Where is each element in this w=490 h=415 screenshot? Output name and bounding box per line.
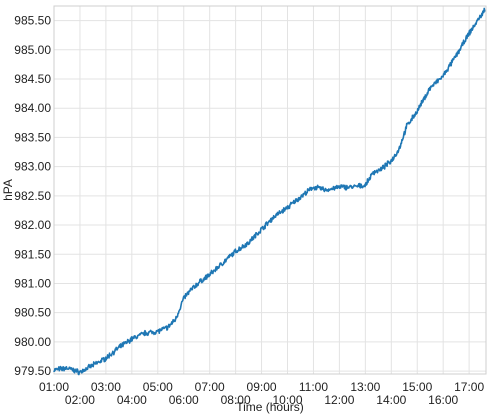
y-tick-label: 985.50 xyxy=(14,14,51,28)
y-tick-label: 979.50 xyxy=(14,364,51,378)
pressure-series-line xyxy=(53,7,486,376)
x-tick-label: 11:00 xyxy=(299,380,328,394)
x-tick-label: 07:00 xyxy=(195,380,225,394)
y-tick-label: 985.00 xyxy=(14,43,51,57)
x-tick-label: 01:00 xyxy=(39,380,69,394)
y-tick-label: 984.50 xyxy=(14,72,51,86)
x-tick-label: 17:00 xyxy=(454,380,484,394)
x-tick-label: 02:00 xyxy=(65,393,95,407)
y-axis-title: hPA xyxy=(1,179,15,201)
x-tick-label: 03:00 xyxy=(91,380,121,394)
x-axis-ticks: 01:0002:0003:0004:0005:0006:0007:0008:00… xyxy=(39,380,484,407)
x-tick-label: 10:00 xyxy=(272,393,302,407)
y-axis-ticks: 979.50 980.00 980.50 981.00 981.50 982.00 982.… xyxy=(14,14,51,378)
x-tick-label: 05:00 xyxy=(143,380,173,394)
y-tick-label: 984.00 xyxy=(14,101,51,115)
x-tick-label: 16:00 xyxy=(428,393,458,407)
plot-frame xyxy=(53,5,487,375)
y-tick-label: 981.50 xyxy=(14,247,51,261)
y-tick-label: 982.50 xyxy=(14,189,51,203)
x-tick-label: 13:00 xyxy=(350,380,380,394)
y-tick-label: 981.00 xyxy=(14,276,51,290)
x-axis-title: Time (hours) xyxy=(236,400,304,414)
x-tick-label: 08:00 xyxy=(221,393,251,407)
series-layer xyxy=(53,7,486,376)
x-tick-label: 12:00 xyxy=(324,393,354,407)
x-tick-label: 15:00 xyxy=(402,380,432,394)
x-tick-label: 06:00 xyxy=(169,393,199,407)
y-tick-label: 983.00 xyxy=(14,160,51,174)
y-tick-label: 982.00 xyxy=(14,218,51,232)
grid xyxy=(53,6,486,374)
x-tick-label: 09:00 xyxy=(247,380,277,394)
y-tick-label: 983.50 xyxy=(14,130,51,144)
y-tick-label: 980.00 xyxy=(14,335,51,349)
y-tick-label: 980.50 xyxy=(14,306,51,320)
x-tick-label: 04:00 xyxy=(117,393,147,407)
x-tick-label: 14:00 xyxy=(376,393,406,407)
